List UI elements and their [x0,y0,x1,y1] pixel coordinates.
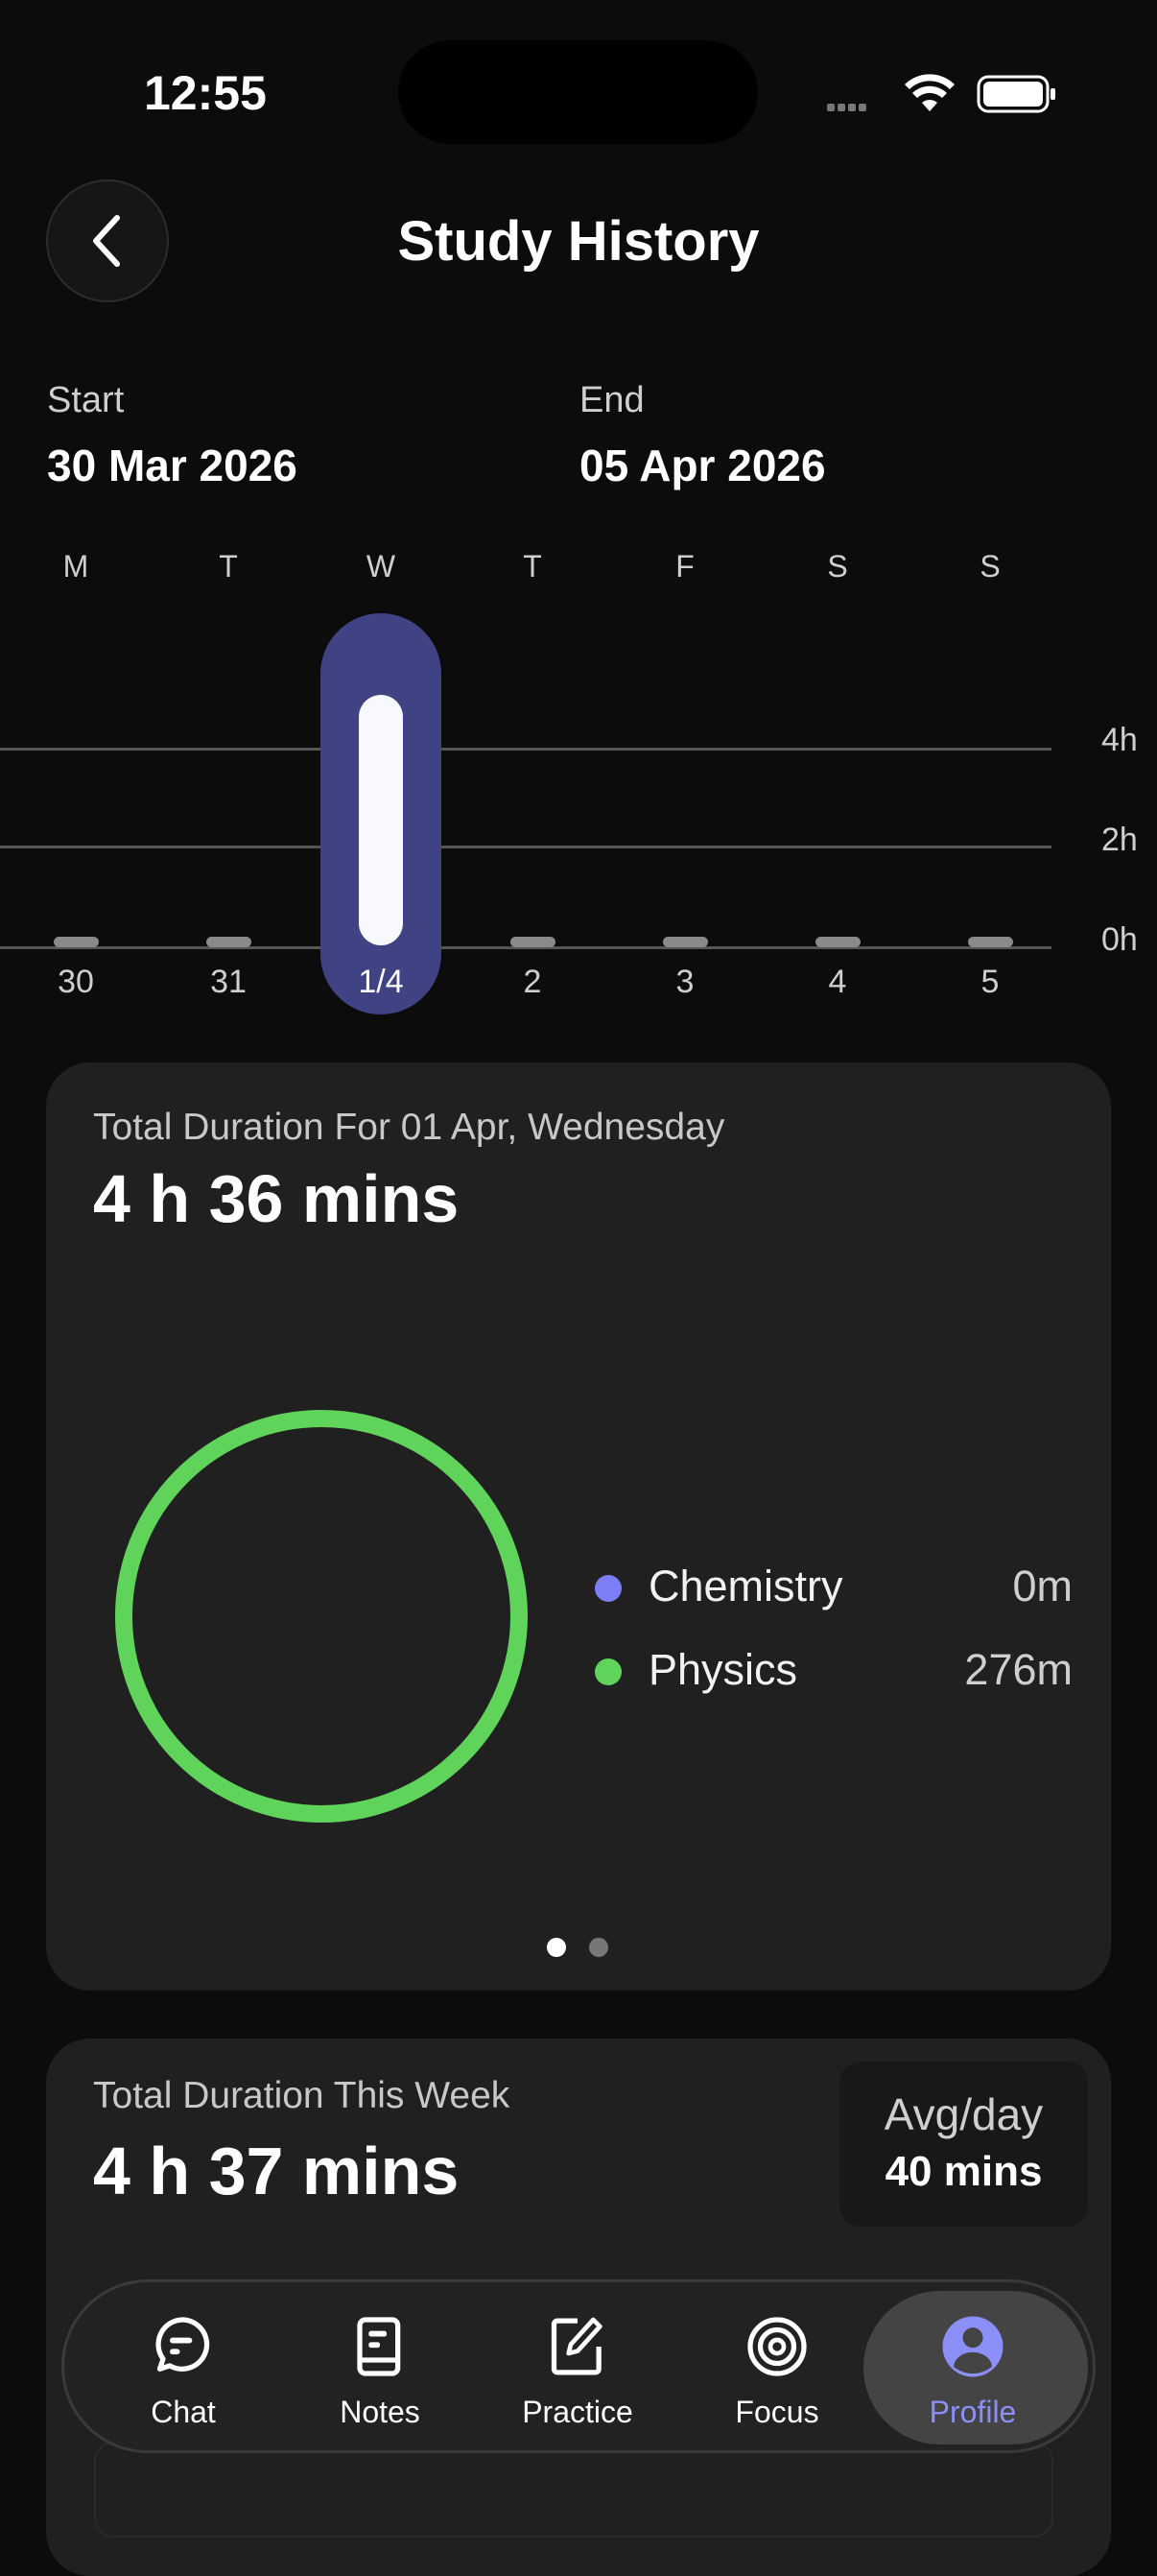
gridline-0h [0,946,1051,949]
week-chart-area [94,2442,1053,2538]
weekday-label: T [523,549,542,584]
day-summary-card[interactable]: Total Duration For 01 Apr, Wednesday 4 h… [46,1062,1111,1991]
weekday-label: M [62,549,89,584]
avg-label: Avg/day [884,2089,1044,2139]
end-date[interactable]: 05 Apr 2026 [579,441,826,490]
page-dot-active[interactable] [547,1938,566,1957]
bar[interactable] [359,695,403,945]
edit-pencil-icon [551,2317,602,2375]
tab-label: Practice [522,2395,633,2429]
week-card-title: Total Duration This Week [93,2075,510,2116]
date-label[interactable]: 3 [675,964,695,1000]
tab-practice[interactable]: Practice [482,2313,673,2430]
legend-dot-icon [595,1575,622,1602]
avg-per-day-box: Avg/day 40 mins [839,2062,1088,2227]
date-label[interactable]: 2 [523,964,542,1000]
legend-label: Physics [649,1645,798,1694]
bar-empty[interactable] [54,937,99,947]
target-icon [747,2317,807,2376]
y-tick-label: 2h [1101,822,1138,858]
avg-value: 40 mins [885,2148,1043,2195]
donut-segment-physics [115,1410,528,1823]
status-time: 12:55 [144,66,267,120]
gridline-4h [0,748,1051,751]
wifi-icon [905,74,955,111]
legend-label: Chemistry [649,1562,843,1610]
day-total-duration: 4 h 36 mins [93,1161,460,1236]
page-dot[interactable] [589,1938,608,1957]
bar-empty[interactable] [663,937,708,947]
cellular-signal-icon [827,104,866,111]
chevron-left-icon [93,215,120,267]
dynamic-island [398,40,758,144]
tab-focus[interactable]: Focus [681,2313,873,2430]
date-label[interactable]: 30 [58,964,94,1000]
date-label[interactable]: 1/4 [358,964,404,1000]
start-date[interactable]: 30 Mar 2026 [47,441,297,490]
tab-label: Profile [929,2395,1017,2429]
legend-value: 276m [964,1645,1073,1694]
page-title: Study History [397,210,760,273]
legend-dot-icon [595,1658,622,1685]
y-tick-label: 0h [1101,921,1138,958]
profile-icon [942,2316,1004,2377]
gridline-2h [0,846,1051,848]
bar-empty[interactable] [206,937,251,947]
date-label[interactable]: 31 [210,964,247,1000]
tab-label: Notes [340,2395,420,2429]
week-total-duration: 4 h 37 mins [93,2134,460,2208]
tab-label: Focus [735,2395,819,2429]
weekday-label: T [219,549,238,584]
weekday-label: W [366,549,396,584]
back-button[interactable] [46,179,169,302]
tab-chat[interactable]: Chat [87,2313,279,2430]
y-tick-label: 4h [1101,722,1138,758]
date-label[interactable]: 4 [828,964,847,1000]
tab-notes[interactable]: Notes [284,2313,476,2430]
weekday-label: S [980,549,1001,584]
notebook-icon [357,2317,401,2376]
chat-bubble-icon [155,2317,210,2372]
start-label: Start [47,380,125,420]
tab-label: Chat [151,2395,216,2429]
end-label: End [579,380,645,420]
day-card-title: Total Duration For 01 Apr, Wednesday [93,1107,725,1148]
date-label[interactable]: 5 [980,964,1000,1000]
bar-empty[interactable] [968,937,1013,947]
battery-icon [977,75,1055,113]
subject-donut-chart [115,1410,528,1823]
weekday-label: S [827,549,848,584]
tab-profile[interactable]: Profile [877,2313,1069,2430]
bar-empty[interactable] [510,937,555,947]
legend-value: 0m [1012,1562,1073,1610]
weekday-label: F [675,549,695,584]
bar-empty[interactable] [815,937,861,947]
